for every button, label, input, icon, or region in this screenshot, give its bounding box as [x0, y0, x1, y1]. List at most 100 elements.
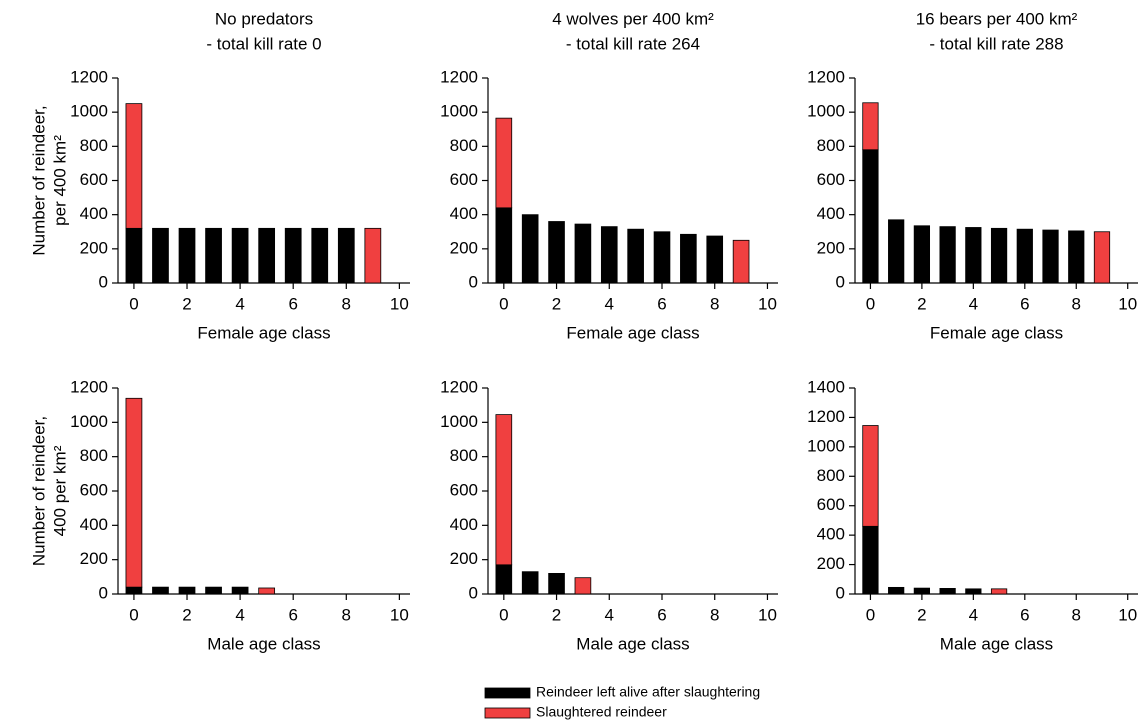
legend-swatch [484, 707, 531, 719]
y-tick-label: 800 [450, 446, 478, 465]
bar-segment [205, 586, 222, 595]
x-axis-label: Female age class [566, 323, 699, 342]
bar-segment [495, 117, 513, 209]
x-tick-label: 4 [605, 294, 614, 313]
y-tick-label: 0 [99, 272, 108, 291]
x-tick-label: 8 [342, 294, 351, 313]
bar-segment [862, 425, 879, 527]
y-tick-label: 600 [80, 170, 108, 189]
y-tick-label: 200 [450, 549, 478, 568]
bar-segment [574, 223, 592, 284]
bar-segment [706, 235, 724, 284]
chart-title: - total kill rate 288 [929, 34, 1063, 53]
bar-segment [939, 226, 956, 284]
bar-segment [862, 102, 879, 151]
bar-segment [284, 227, 302, 284]
x-tick-label: 6 [657, 605, 666, 624]
x-tick-label: 2 [182, 605, 191, 624]
y-axis-label: 400 per km² [50, 445, 69, 536]
bar-segment [680, 233, 697, 284]
x-axis-label: Male age class [576, 634, 689, 653]
x-tick-label: 2 [552, 605, 561, 624]
x-tick-label: 8 [342, 605, 351, 624]
y-tick-label: 1000 [807, 102, 845, 121]
y-tick-label: 1200 [440, 377, 478, 396]
x-tick-label: 2 [917, 605, 926, 624]
bar-segment [152, 586, 169, 595]
chart-title: 16 bears per 400 km² [916, 9, 1078, 28]
bar-segment [862, 149, 879, 284]
chart-title: 4 wolves per 400 km² [552, 9, 714, 28]
bar-segment [258, 227, 276, 284]
y-tick-label: 200 [450, 238, 478, 257]
y-tick-label: 400 [817, 525, 845, 544]
x-tick-label: 10 [390, 294, 409, 313]
bar-segment [627, 228, 644, 284]
y-tick-label: 800 [450, 136, 478, 155]
x-tick-label: 6 [288, 605, 297, 624]
x-tick-label: 10 [1118, 294, 1137, 313]
legend-label: Reindeer left alive after slaughtering [536, 684, 760, 700]
x-tick-label: 8 [1072, 294, 1081, 313]
y-tick-label: 1200 [440, 67, 478, 86]
x-tick-label: 10 [1118, 605, 1137, 624]
y-tick-label: 0 [836, 583, 845, 602]
y-tick-label: 600 [450, 480, 478, 499]
bar-segment [178, 586, 196, 595]
y-tick-label: 0 [99, 583, 108, 602]
x-tick-label: 0 [499, 294, 508, 313]
bar-segment [337, 227, 355, 284]
bar-segment [521, 214, 539, 284]
x-tick-label: 6 [1020, 294, 1029, 313]
y-tick-label: 600 [80, 480, 108, 499]
y-tick-label: 1000 [807, 436, 845, 455]
bar-segment [965, 588, 982, 595]
bar-segment [495, 564, 513, 595]
bar-segment [1016, 228, 1033, 284]
bar-segment [521, 571, 539, 595]
bar-segment [862, 525, 879, 595]
bar-segment [311, 227, 329, 284]
x-tick-label: 2 [182, 294, 191, 313]
x-tick-label: 2 [917, 294, 926, 313]
x-tick-label: 4 [235, 294, 244, 313]
x-tick-label: 8 [710, 605, 719, 624]
y-tick-label: 400 [450, 515, 478, 534]
y-tick-label: 1200 [70, 67, 108, 86]
x-tick-label: 4 [605, 605, 614, 624]
bar-segment [653, 231, 671, 284]
x-tick-label: 0 [499, 605, 508, 624]
bar-segment [258, 587, 276, 595]
bar-segment [913, 587, 931, 595]
legend-label: Slaughtered reindeer [536, 704, 667, 720]
bar-segment [548, 221, 565, 284]
bar-segment [1068, 230, 1085, 284]
y-tick-label: 800 [80, 136, 108, 155]
bar-segment [152, 227, 169, 284]
chart-title: No predators [215, 9, 313, 28]
y-tick-label: 200 [817, 238, 845, 257]
x-tick-label: 6 [657, 294, 666, 313]
x-axis-label: Male age class [940, 634, 1053, 653]
x-axis-label: Female age class [930, 323, 1063, 342]
bar-segment [495, 414, 513, 566]
y-tick-label: 1400 [807, 377, 845, 396]
x-tick-label: 10 [390, 605, 409, 624]
x-tick-label: 2 [552, 294, 561, 313]
x-tick-label: 10 [758, 605, 777, 624]
y-tick-label: 1000 [440, 412, 478, 431]
x-tick-label: 4 [969, 605, 978, 624]
y-tick-label: 400 [80, 515, 108, 534]
bar-segment [939, 588, 956, 595]
y-tick-label: 1000 [70, 102, 108, 121]
legend-swatch [484, 687, 531, 699]
bar-segment [178, 227, 196, 284]
bar-segment [125, 103, 143, 229]
bar-segment [495, 207, 513, 284]
bar-segment [1042, 229, 1059, 284]
x-tick-label: 4 [969, 294, 978, 313]
y-tick-label: 0 [469, 272, 478, 291]
bar-segment [364, 227, 382, 284]
x-tick-label: 10 [758, 294, 777, 313]
